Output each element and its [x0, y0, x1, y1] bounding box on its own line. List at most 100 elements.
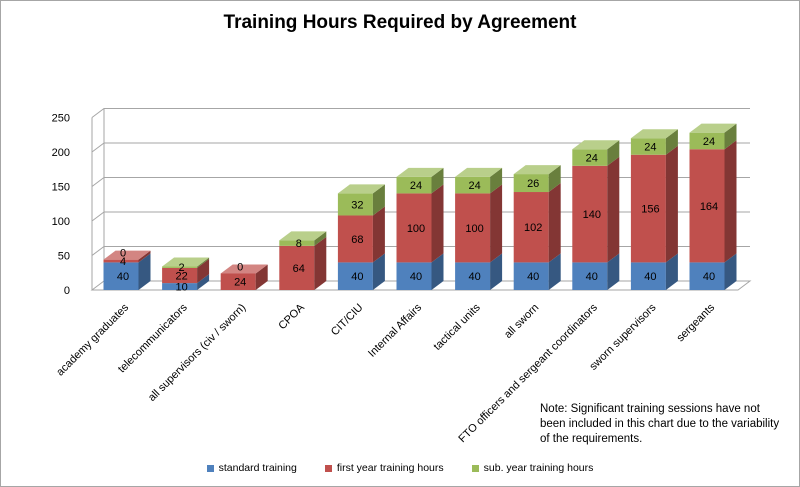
bar-segment [572, 262, 608, 290]
legend-item: standard training [206, 462, 297, 474]
bar-segment [162, 266, 198, 268]
bar-segment [337, 193, 373, 216]
bar-side [724, 140, 737, 263]
bar-segment [337, 215, 373, 263]
y-tick-label: 0 [64, 285, 70, 297]
bar-segment [455, 193, 491, 263]
data-label: 40 [703, 271, 715, 283]
bar-top [572, 140, 620, 150]
bar-side [607, 140, 620, 166]
legend-swatch [324, 464, 332, 472]
gridline [91, 142, 750, 153]
bar-side [607, 253, 620, 290]
category-label: all supervisors (civ / sworn) [146, 302, 248, 404]
bar-top [630, 129, 678, 139]
bar-segment [630, 154, 666, 263]
bar-side [431, 167, 444, 194]
bar-top [455, 167, 503, 177]
legend-swatch [206, 464, 214, 472]
category-label: CIT/CIU [329, 302, 366, 339]
y-tick-label: 50 [58, 251, 70, 263]
bar-side [372, 253, 385, 290]
bar-side [665, 253, 678, 290]
bar-segment [689, 132, 725, 150]
data-label: 40 [117, 271, 129, 283]
bar-side [490, 167, 503, 194]
bar-top [162, 257, 210, 267]
bar-segment [689, 262, 725, 290]
bar-side [548, 253, 561, 290]
legend-label: sub. year training hours [483, 462, 594, 474]
bar-segment [162, 283, 198, 290]
bar-side [314, 231, 327, 246]
bar-side [490, 184, 503, 263]
data-label: 40 [586, 271, 598, 283]
data-label: 32 [351, 199, 363, 211]
bar-segment [396, 262, 432, 290]
bar-top [220, 264, 268, 274]
bar-side [255, 264, 268, 290]
y-tick-label: 150 [52, 182, 70, 194]
legend-item: sub. year training hours [471, 462, 594, 474]
bar-segment [630, 138, 666, 155]
data-label: 10 [175, 282, 187, 294]
bar-segment [572, 165, 608, 263]
data-label: 68 [351, 234, 363, 246]
bar-side [197, 258, 210, 284]
data-label: 40 [351, 271, 363, 283]
y-tick-label: 250 [52, 113, 70, 125]
legend-label: first year training hours [336, 462, 444, 474]
bar-top [337, 184, 385, 194]
bar-top [103, 250, 151, 260]
bar-side [197, 257, 210, 268]
bar-top [513, 165, 561, 175]
bar-segment [162, 267, 198, 284]
bar-segment [337, 262, 373, 290]
y-tick-label: 100 [52, 216, 70, 228]
data-label: 24 [468, 180, 480, 192]
bar-side [372, 184, 385, 216]
data-label: 24 [586, 153, 598, 165]
data-label: 0 [237, 261, 243, 273]
bar-segment [572, 149, 608, 166]
data-label: 4 [120, 256, 126, 268]
bar-segment [220, 273, 256, 290]
category-label: Internal Affairs [366, 301, 424, 359]
data-label: 40 [468, 271, 480, 283]
data-label: 24 [410, 180, 422, 192]
bar-side [431, 253, 444, 290]
data-label: 100 [465, 223, 483, 235]
bar-segment [279, 240, 315, 246]
data-label: 22 [175, 271, 187, 283]
bar-side [372, 206, 385, 263]
data-label: 164 [700, 201, 718, 213]
bar-segment [513, 192, 549, 263]
category-label: sergeants [674, 301, 717, 344]
bar-segment [513, 262, 549, 290]
bar-side [548, 165, 561, 193]
bar-top [279, 231, 327, 241]
category-label: CPOA [276, 301, 307, 332]
legend-label: standard training [218, 462, 297, 474]
data-label: 24 [644, 141, 656, 153]
bar-top [396, 167, 444, 177]
data-label: 2 [179, 262, 185, 274]
bar-segment [513, 174, 549, 193]
data-label: 26 [527, 178, 539, 190]
bar-segment [455, 262, 491, 290]
bar-side [665, 129, 678, 155]
bar-side [431, 184, 444, 263]
chart-legend: standard training first year training hou… [0, 462, 800, 474]
bar-top [689, 123, 737, 133]
bar-segment [689, 149, 725, 263]
data-label: 102 [524, 222, 542, 234]
legend-swatch [471, 464, 479, 472]
bar-side [314, 236, 327, 290]
bar-segment [455, 176, 491, 194]
legend-item: first year training hours [324, 462, 444, 474]
bar-side [665, 145, 678, 263]
data-label: 24 [234, 277, 246, 289]
bar-segment [396, 193, 432, 263]
data-label: 8 [296, 238, 302, 250]
